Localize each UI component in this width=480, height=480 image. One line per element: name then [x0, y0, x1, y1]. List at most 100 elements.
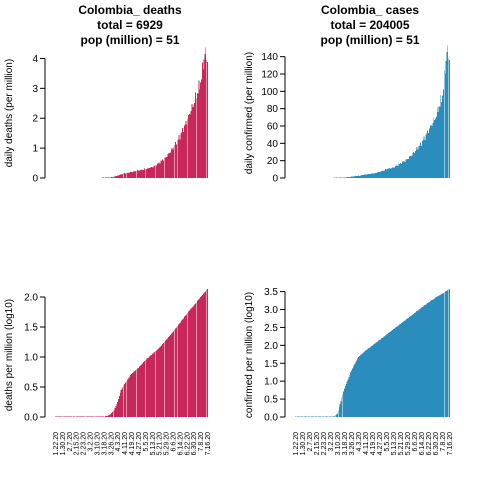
bar	[299, 416, 301, 417]
bar	[376, 341, 378, 417]
y-tick-label: 2.0	[264, 341, 278, 352]
bar	[101, 416, 103, 417]
bar	[370, 173, 372, 178]
bar	[189, 309, 191, 417]
bar	[334, 177, 336, 178]
bar	[90, 416, 92, 417]
bar	[309, 416, 311, 417]
bar	[186, 124, 188, 178]
bar	[379, 172, 380, 178]
x-tick-label: 5.13.20	[150, 432, 157, 455]
bar	[440, 94, 442, 178]
bar	[129, 172, 131, 178]
bar	[157, 348, 159, 417]
bar	[416, 147, 418, 178]
bar	[421, 145, 422, 178]
x-tick-label: 1.30.20	[300, 432, 307, 455]
bar	[373, 173, 375, 178]
bar	[187, 118, 189, 178]
bar	[203, 293, 205, 417]
bar	[341, 177, 343, 178]
bar	[428, 133, 429, 178]
x-tick-label: 2.15.20	[314, 432, 321, 455]
bar	[408, 317, 410, 417]
bar	[405, 159, 407, 178]
bar	[198, 80, 200, 178]
bar	[427, 303, 429, 417]
bar	[194, 102, 195, 178]
bar	[327, 416, 329, 417]
bar	[338, 407, 340, 417]
x-tick-label: 3.18.20	[101, 432, 108, 455]
bar	[162, 159, 164, 178]
y-tick-label: 120	[261, 70, 278, 81]
bar	[137, 170, 139, 178]
x-tick-label: 5.21.20	[398, 432, 405, 455]
chart-title-line-2: total = 204005	[330, 18, 409, 32]
bar	[321, 416, 323, 417]
bar	[400, 323, 402, 417]
bar	[115, 405, 117, 417]
bar	[185, 121, 187, 178]
bar	[363, 174, 365, 178]
bar	[117, 402, 119, 417]
x-tick-label: 6.30.20	[433, 432, 440, 455]
chart-title-line-3: pop (million) = 51	[320, 33, 419, 47]
bar	[315, 416, 316, 417]
bar	[184, 316, 186, 417]
bar	[182, 128, 183, 178]
bar	[112, 410, 114, 417]
bar	[166, 157, 168, 178]
bar	[346, 177, 348, 178]
x-tick-label: 2.7.20	[67, 432, 74, 452]
x-axis: 1.22.20 1.30.20 2.7.20 2.15.20 2.23.20 3.2.20…	[293, 432, 454, 455]
bar	[196, 93, 198, 178]
bar	[316, 416, 318, 417]
bar	[420, 142, 422, 178]
x-tick-label: 7.16.20	[447, 432, 454, 455]
bar	[447, 45, 449, 179]
bar	[445, 291, 447, 417]
bar	[376, 172, 378, 178]
bar	[149, 168, 151, 178]
bar	[131, 172, 133, 178]
bar	[75, 416, 77, 417]
bar	[59, 416, 61, 417]
bar	[429, 125, 431, 178]
bar	[392, 167, 394, 178]
bar	[398, 325, 400, 417]
bar	[112, 177, 113, 178]
x-tick-label: 2.23.20	[321, 432, 328, 455]
bar	[407, 317, 409, 417]
bar	[132, 171, 134, 178]
bar	[85, 416, 87, 417]
y-tick-label: 80	[267, 104, 279, 115]
bar	[351, 370, 352, 417]
bar	[127, 378, 129, 417]
bar	[56, 416, 58, 417]
bar	[130, 172, 132, 178]
bar	[188, 310, 190, 417]
bar	[86, 416, 87, 417]
bar	[118, 396, 120, 417]
y-tick-label: 100	[261, 87, 278, 98]
bar	[449, 289, 450, 417]
bar	[148, 168, 150, 178]
bar	[412, 153, 414, 178]
bar	[411, 315, 413, 417]
bar	[353, 176, 355, 178]
bar	[198, 299, 200, 417]
bar	[207, 289, 208, 417]
x-tick-label: 7.16.20	[205, 432, 212, 455]
bar	[430, 300, 432, 417]
bar	[393, 328, 395, 417]
bar	[104, 416, 106, 417]
bar	[126, 172, 128, 178]
bar	[104, 177, 106, 178]
bar	[94, 416, 96, 417]
bar	[392, 329, 394, 417]
bar	[118, 175, 119, 178]
bar	[179, 139, 181, 178]
bar	[333, 416, 335, 417]
bar	[202, 294, 204, 417]
